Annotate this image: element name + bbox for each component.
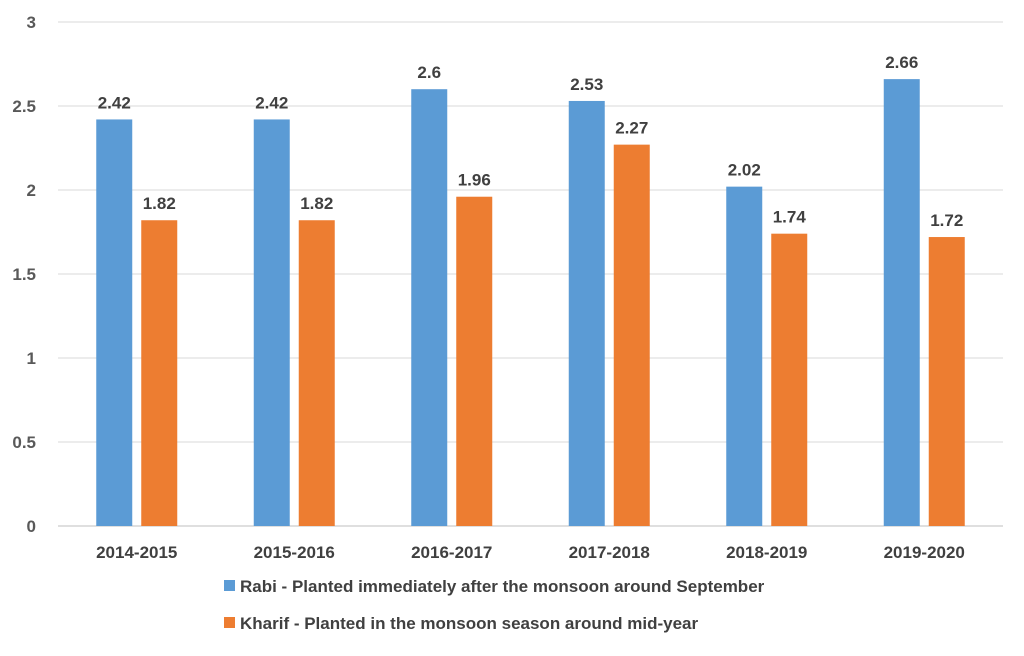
legend-swatch [224,617,235,628]
bar-kharif [613,144,650,526]
data-label: 2.02 [728,161,761,180]
data-label: 2.66 [885,53,918,72]
data-label: 1.72 [930,211,963,230]
bar-rabi [883,79,920,527]
data-label: 1.82 [300,194,333,213]
bar-rabi [726,186,763,526]
bar-rabi [253,119,290,526]
y-axis: 0 0.5 1 1.5 2 2.5 3 [12,13,36,536]
data-label: 1.96 [458,171,491,190]
data-label: 2.42 [255,93,288,112]
bar-kharif [456,196,493,526]
x-tick-label: 2019-2020 [884,543,965,562]
bar-kharif [771,233,808,526]
y-tick-label: 1.5 [12,265,36,284]
data-label: 2.6 [417,63,441,82]
x-axis: 2014-2015 2015-2016 2016-2017 2017-2018 2018… [96,543,965,562]
x-tick-label: 2017-2018 [569,543,650,562]
y-tick-label: 2 [27,181,36,200]
data-labels: 2.42 1.82 2.42 1.82 2.6 1.96 2.53 2.27 2.02 1.74 2… [98,53,964,230]
bar-rabi [96,119,133,526]
data-label: 1.82 [143,194,176,213]
data-label: 1.74 [773,208,807,227]
y-tick-label: 3 [27,13,36,32]
bar-rabi [568,100,605,527]
y-tick-label: 2.5 [12,97,36,116]
gridlines [58,21,1003,527]
bar-kharif [298,220,335,527]
x-tick-label: 2014-2015 [96,543,177,562]
data-label: 2.53 [570,75,603,94]
bar-kharif [928,237,965,527]
y-tick-label: 1 [27,349,36,368]
legend-label: Kharif - Planted in the monsoon season a… [240,614,699,633]
data-label: 2.27 [615,119,648,138]
legend-swatch [224,580,235,591]
y-tick-label: 0 [27,517,36,536]
bars [96,79,965,527]
bar-rabi [411,89,448,526]
x-tick-label: 2015-2016 [254,543,335,562]
bar-kharif [141,220,178,527]
data-label: 2.42 [98,93,131,112]
x-tick-label: 2018-2019 [726,543,807,562]
legend: Rabi - Planted immediately after the mon… [224,577,765,633]
legend-label: Rabi - Planted immediately after the mon… [240,577,765,596]
x-tick-label: 2016-2017 [411,543,492,562]
y-tick-label: 0.5 [12,433,36,452]
